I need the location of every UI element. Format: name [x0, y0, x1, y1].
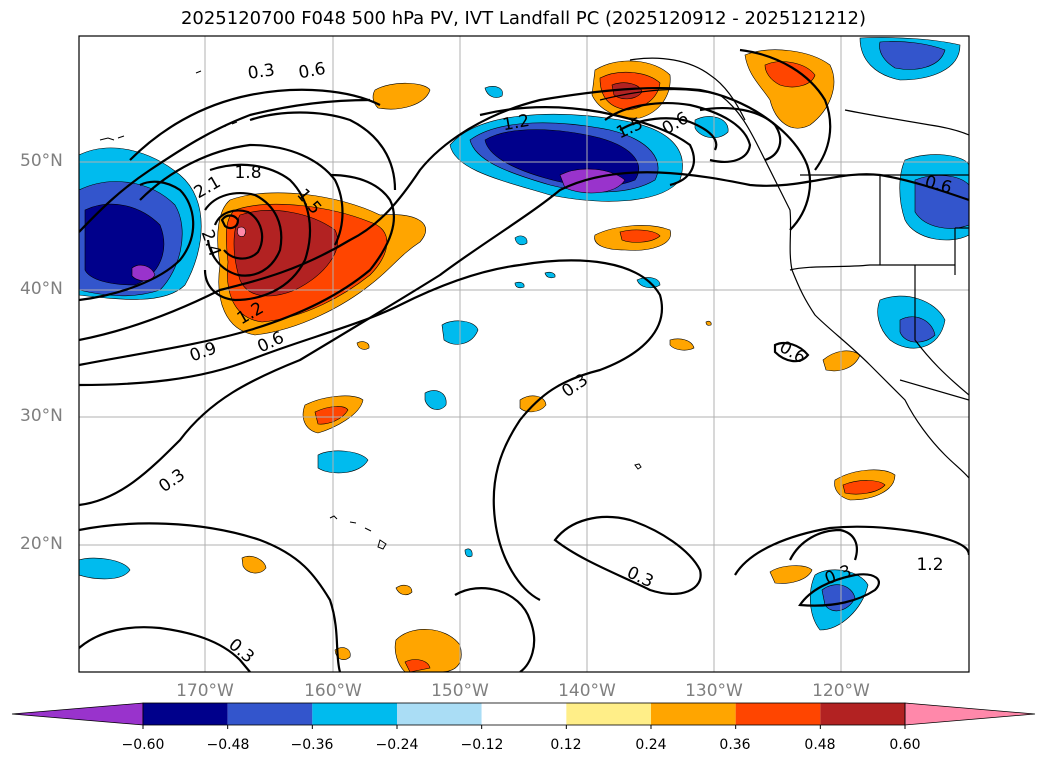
lon-label: 170°W	[176, 681, 234, 701]
colorbar-segment	[312, 703, 397, 725]
lon-label: 130°W	[685, 681, 743, 701]
colorbar-segment	[397, 703, 482, 725]
map-panel: 0.3 0.6 0.9 1.2 1.5 1.8 2.1 2.4 0.3 0.6 …	[79, 36, 969, 672]
colorbar-segment	[481, 703, 567, 725]
colorbar-segment	[651, 703, 736, 725]
lat-label: 30°N	[20, 406, 63, 426]
map-frame	[78, 35, 970, 673]
colorbar	[11, 702, 1036, 729]
colorbar-tick-label: −0.36	[290, 737, 334, 753]
lat-label: 50°N	[20, 151, 63, 171]
contour-label: 0.6	[297, 59, 327, 83]
colorbar-segment	[735, 703, 821, 725]
colorbar-segment	[566, 703, 651, 725]
colorbar-tick-label: 0.60	[889, 737, 921, 753]
lon-label: 140°W	[558, 681, 616, 701]
colorbar-frame	[142, 702, 906, 726]
colorbar-segment	[227, 703, 313, 725]
contour-label: 1.8	[234, 163, 261, 183]
lon-label: 160°W	[304, 681, 362, 701]
colorbar-tick-label: 0.24	[635, 737, 667, 753]
colorbar-tick-label: 0.48	[804, 737, 836, 753]
colorbar-tick-label: −0.24	[375, 737, 419, 753]
contour-label: 0.3	[247, 60, 277, 84]
colorbar-tick-label: −0.60	[121, 737, 165, 753]
lat-label: 20°N	[20, 534, 63, 554]
pv-contours	[79, 48, 969, 672]
colorbar-tick-label: 0.36	[719, 737, 751, 753]
map-title: 2025120700 F048 500 hPa PV, IVT Landfall…	[180, 8, 867, 29]
colorbar-extend-low	[11, 702, 144, 726]
colorbar-segment	[820, 703, 905, 725]
colorbar-tick-label: 0.12	[550, 737, 582, 753]
contour-label: 1.2	[916, 555, 943, 575]
colorbar-extend-high	[904, 702, 1036, 726]
colorbar-segment	[143, 703, 228, 725]
lon-label: 150°W	[431, 681, 489, 701]
contour-label: 1.2	[501, 111, 531, 135]
lon-label: 120°W	[812, 681, 870, 701]
colorbar-tick-label: −0.48	[206, 737, 250, 753]
lat-label: 40°N	[20, 279, 63, 299]
colorbar-tick-label: −0.12	[460, 737, 504, 753]
